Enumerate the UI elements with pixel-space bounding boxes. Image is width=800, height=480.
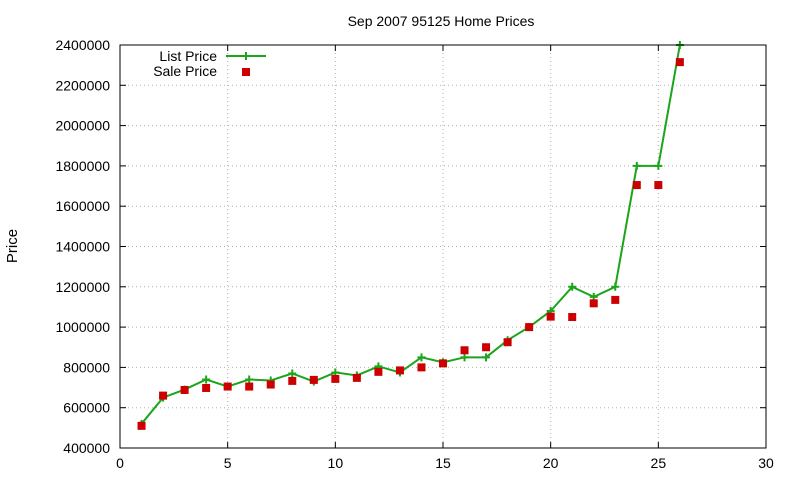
y-tick-label: 1200000: [55, 279, 110, 295]
sale-price-point: [460, 346, 469, 355]
x-tick-label: 20: [543, 455, 559, 471]
sale-price-point: [374, 367, 383, 376]
y-tick-label: 2400000: [55, 37, 110, 53]
legend: List Price Sale Price: [153, 48, 266, 79]
y-tick-label: 1600000: [55, 198, 110, 214]
sale-price-point: [159, 391, 168, 400]
y-tick-label: 600000: [63, 400, 110, 416]
sale-price-point: [439, 359, 447, 368]
sale-price-point: [654, 181, 663, 190]
sale-price-point: [632, 181, 641, 190]
x-tick-label: 0: [116, 455, 124, 471]
legend-marker-sale-price: [242, 68, 250, 76]
series-layer: [137, 41, 684, 430]
x-tick-label: 25: [651, 455, 667, 471]
x-tick-label: 5: [224, 455, 232, 471]
chart-title: Sep 2007 95125 Home Prices: [348, 13, 535, 29]
sale-price-point: [288, 376, 297, 385]
list-price-point: [482, 353, 491, 362]
list-price-point: [460, 353, 469, 362]
y-tick-label: 1400000: [55, 239, 110, 255]
list-price-line: [140, 44, 681, 425]
y-tick-label: 2000000: [55, 118, 110, 134]
sale-price-point: [417, 363, 426, 372]
list-price-point: [611, 282, 620, 291]
sale-price-point: [223, 382, 232, 391]
sale-price-point: [202, 383, 211, 392]
list-price-point: [632, 161, 641, 170]
sale-price-point: [180, 385, 189, 394]
sale-price-point: [546, 312, 555, 321]
sale-price-point: [525, 323, 534, 332]
sale-price-point: [266, 380, 275, 389]
y-tick-label: 1000000: [55, 319, 110, 335]
y-tick-label: 800000: [63, 359, 110, 375]
list-price-point: [568, 282, 577, 291]
sale-price-point: [309, 375, 318, 384]
list-price-point: [202, 375, 211, 384]
y-tick-label: 1800000: [55, 158, 110, 174]
sale-price-point: [352, 373, 361, 382]
y-tick-label: 2200000: [55, 77, 110, 93]
sale-price-point: [503, 338, 512, 347]
legend-label-sale-price: Sale Price: [153, 63, 217, 79]
x-tick-label: 15: [435, 455, 451, 471]
x-tick-label: 10: [328, 455, 344, 471]
sale-price-point: [568, 313, 577, 322]
list-price-point: [417, 353, 426, 362]
legend-label-list-price: List Price: [159, 48, 217, 64]
plot-frame: [119, 44, 767, 449]
sale-price-point: [675, 58, 684, 67]
y-axis-label: Price: [4, 229, 21, 263]
sale-price-point: [331, 374, 340, 383]
y-axis-ticks: 400000 600000 800000 1000000 1200000 1400000 1…: [55, 37, 766, 456]
list-price-point: [654, 161, 663, 170]
y-tick-label: 400000: [63, 440, 110, 456]
list-price-point: [245, 375, 254, 384]
sale-price-point: [611, 295, 620, 304]
sale-price-point: [589, 299, 598, 308]
sale-price-point: [137, 421, 146, 430]
sale-price-point: [482, 343, 491, 352]
sale-price-point: [395, 366, 404, 375]
x-tick-label: 30: [758, 455, 774, 471]
list-price-point: [288, 369, 297, 378]
sale-price-point: [245, 382, 254, 391]
x-axis-ticks: 0 5 10 15 20 25 30: [116, 45, 774, 471]
legend-marker-list-price: [242, 52, 250, 60]
